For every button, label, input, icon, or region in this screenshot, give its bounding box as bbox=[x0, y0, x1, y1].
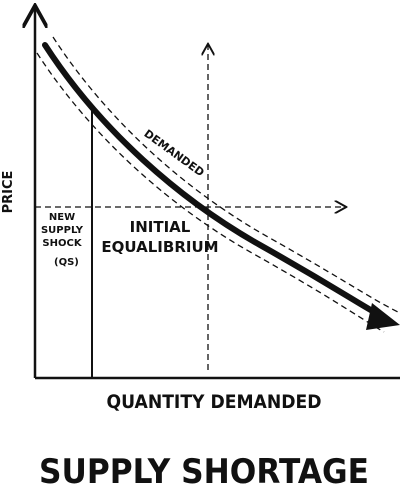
note-line: (QS) bbox=[54, 257, 79, 268]
demand-curve bbox=[42, 42, 388, 321]
supply-shock-note: NEW SUPPLY SHOCK (QS) bbox=[41, 212, 84, 268]
note-line: EQUALIBRIUM bbox=[101, 238, 218, 256]
x-axis-label: QUANTITY DEMANDED bbox=[107, 391, 322, 413]
y-axis-label: PRICE bbox=[1, 171, 16, 214]
note-line: SHOCK bbox=[42, 238, 82, 249]
note-line: INITIAL bbox=[130, 218, 191, 236]
title: SUPPLY SHORTAGE bbox=[39, 452, 369, 492]
note-line: NEW bbox=[49, 212, 75, 223]
equilibrium-note: INITIAL EQUALIBRIUM bbox=[101, 218, 218, 256]
curve-band bbox=[36, 52, 385, 333]
note-line: SUPPLY bbox=[41, 225, 84, 236]
curve-band bbox=[52, 36, 399, 313]
curve-arrowhead bbox=[366, 303, 400, 330]
